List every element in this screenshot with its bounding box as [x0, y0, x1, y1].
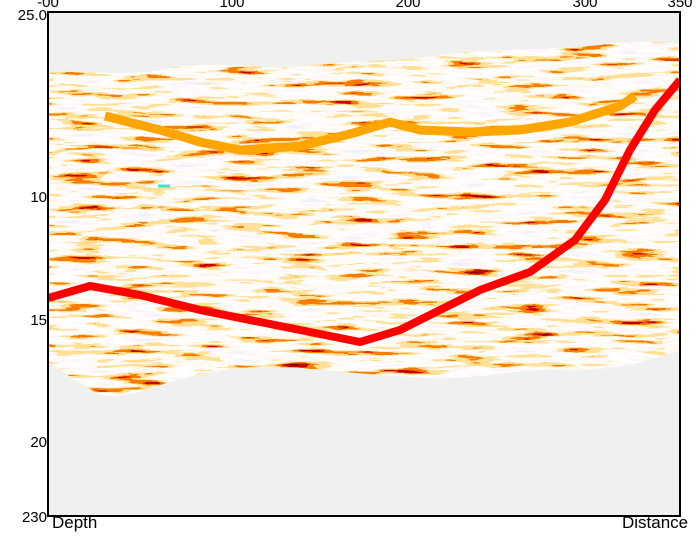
- plot-frame: [47, 11, 681, 517]
- left-tick-label: 25.0: [18, 7, 47, 24]
- top-tick-label: 300: [572, 0, 597, 11]
- left-tick-label: 15: [30, 312, 47, 329]
- left-tick-label: 10: [30, 189, 47, 206]
- red-horizon: [48, 77, 680, 347]
- left-tick-label: 230: [22, 509, 47, 526]
- x-axis-label: Distance: [622, 513, 688, 532]
- top-tick-label: 100: [219, 0, 244, 11]
- y-axis-label: Depth: [52, 513, 97, 532]
- top-axis: -00 100 200 300 350: [37, 0, 692, 11]
- top-tick-label: -00: [37, 0, 59, 11]
- orange-horizon: [103, 92, 638, 155]
- top-tick-label: 350: [667, 0, 692, 11]
- left-tick-label: 20: [30, 434, 47, 451]
- top-tick-label: 200: [395, 0, 420, 11]
- left-axis: 25.0 10 15 20 230: [18, 7, 47, 526]
